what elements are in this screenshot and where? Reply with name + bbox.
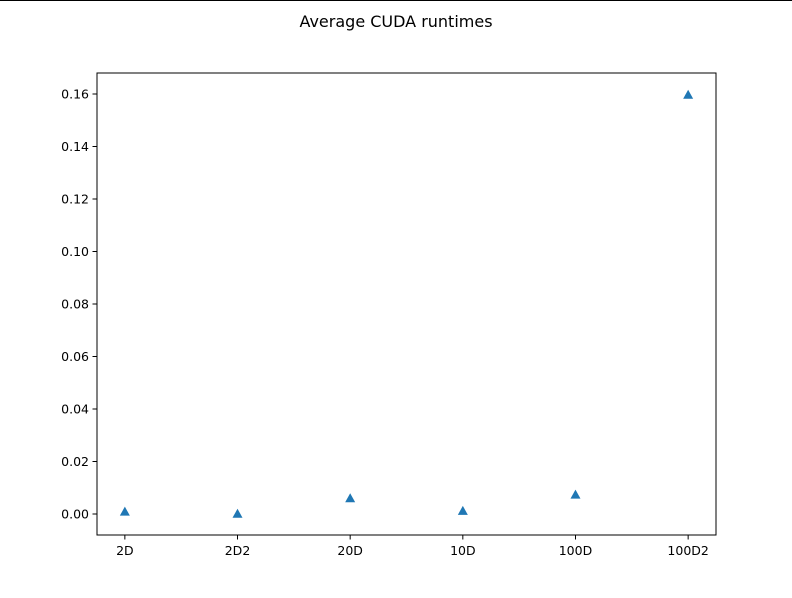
x-tick-label: 100D2 (667, 543, 708, 558)
data-point-20d (345, 493, 356, 503)
plot-frame (96, 72, 717, 536)
x-tick-label: 20D (337, 543, 363, 558)
chart-title: Average CUDA runtimes (299, 12, 492, 31)
x-tick-label: 2D2 (225, 543, 251, 558)
x-tick-label: 2D (116, 543, 134, 558)
y-tick-label: 0.06 (61, 349, 89, 364)
plot-area (119, 89, 694, 518)
data-point-10d (457, 505, 468, 515)
x-tick-label: 100D (559, 543, 592, 558)
y-tick-label: 0.12 (61, 192, 89, 207)
y-tick-label: 0.00 (61, 507, 89, 522)
y-tick-label: 0.14 (61, 139, 89, 154)
data-point-100d2 (683, 89, 694, 99)
y-tick-label: 0.08 (61, 297, 89, 312)
y-tick-label: 0.10 (61, 244, 89, 259)
data-point-100d (570, 489, 581, 499)
x-tick-label: 10D (450, 543, 476, 558)
data-point-2d (119, 506, 130, 516)
y-tick-label: 0.16 (61, 87, 89, 102)
top-border-line (0, 0, 792, 1)
y-tick-label: 0.02 (61, 454, 89, 469)
y-tick-label: 0.04 (61, 402, 89, 417)
data-point-2d2 (232, 508, 243, 518)
